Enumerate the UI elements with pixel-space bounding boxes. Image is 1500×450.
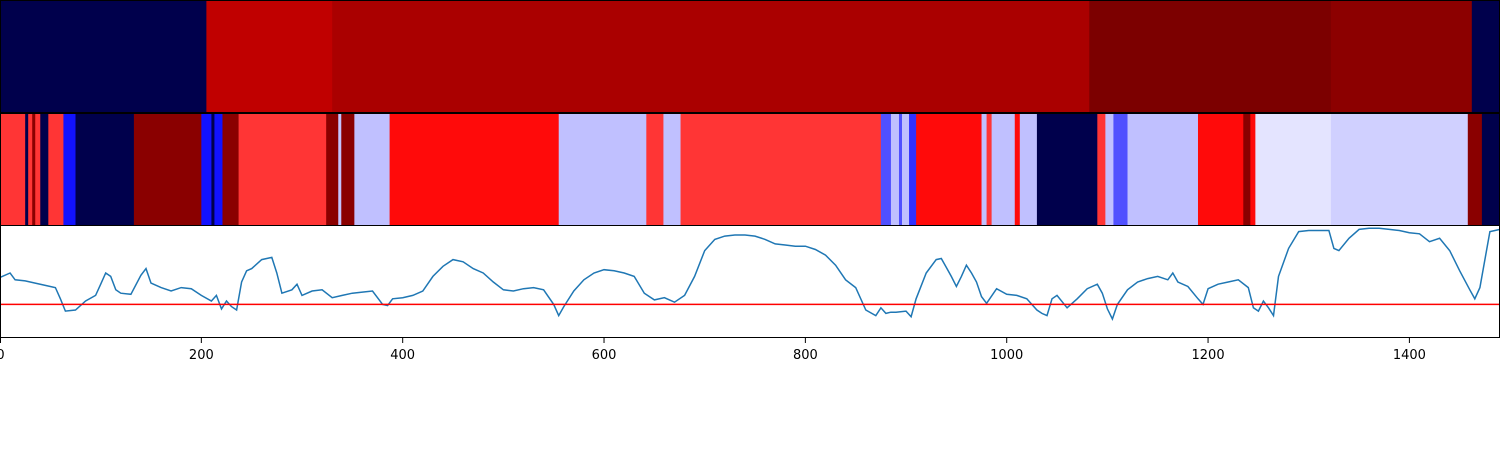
signal-line <box>0 227 1500 321</box>
segment-band-fine-segment-18 <box>354 114 390 225</box>
segment-band-fine-segment-28 <box>909 114 917 225</box>
line-panel <box>0 225 1500 338</box>
x-tick-label: 800 <box>793 348 818 363</box>
x-tick-label: 0 <box>0 348 5 363</box>
segment-band-fine-segment-36 <box>1097 114 1106 225</box>
segment-band-fine-segment-27 <box>902 114 910 225</box>
segment-band-fine-segment-15 <box>326 114 339 225</box>
x-tick-label: 200 <box>189 348 214 363</box>
segment-band-fine-segment-4 <box>35 114 41 225</box>
segment-band-fine-segment-43 <box>1255 114 1332 225</box>
segment-band-fine-segment-0 <box>0 114 26 225</box>
segment-band-fine-segment-30 <box>981 114 987 225</box>
segment-band-fine-segment-42 <box>1250 114 1256 225</box>
segment-band-fine-segment-20 <box>558 114 647 225</box>
segment-band-fine-segment-16 <box>338 114 342 225</box>
segment-band-fine-segment-13 <box>222 114 239 225</box>
segment-band-fine-segment-8 <box>75 114 135 225</box>
segment-band-fine-segment-37 <box>1105 114 1114 225</box>
segment-band-fine-segment-34 <box>1019 114 1038 225</box>
segment-band-fine-segment-44 <box>1330 114 1469 225</box>
segment-band-fine-segment-22 <box>663 114 681 225</box>
segment-band-fine-segment-45 <box>1467 114 1483 225</box>
segment-band-fine-segment-33 <box>1014 114 1021 225</box>
segment-band-fine-segment-12 <box>214 114 223 225</box>
segment-band-fine-segment-9 <box>133 114 202 225</box>
fine-segment-band <box>0 114 1500 225</box>
coarse-segment-band <box>0 1 1500 112</box>
segment-band-fine-segment-14 <box>238 114 327 225</box>
segment-band-fine-segment-7 <box>63 114 76 225</box>
segment-band-fine-segment-31 <box>986 114 993 225</box>
line-panel-frame <box>0 225 1500 338</box>
segment-band-coarse-segment-4 <box>1330 1 1473 112</box>
x-tick-label: 1200 <box>1192 348 1225 363</box>
x-tick-label: 1000 <box>990 348 1023 363</box>
segment-band-fine-segment-40 <box>1197 114 1244 225</box>
segment-band-fine-segment-29 <box>916 114 982 225</box>
segment-band-coarse-segment-1 <box>206 1 333 112</box>
segment-band-fine-segment-11 <box>211 114 215 225</box>
segment-band-fine-segment-46 <box>1481 114 1500 225</box>
segment-band-coarse-segment-5 <box>1471 1 1500 112</box>
segment-band-fine-segment-24 <box>880 114 892 225</box>
x-axis: 0 200 400 600 800 1000 1200 1400 <box>0 338 1426 363</box>
segment-band-fine-segment-35 <box>1036 114 1098 225</box>
x-tick-label: 400 <box>390 348 415 363</box>
segment-band-fine-segment-39 <box>1127 114 1199 225</box>
segment-band-fine-segment-17 <box>341 114 355 225</box>
segment-band-fine-segment-3 <box>32 114 36 225</box>
segment-band-coarse-segment-2 <box>332 1 1090 112</box>
segment-band-fine-segment-21 <box>646 114 664 225</box>
segment-band-fine-segment-25 <box>890 114 900 225</box>
segment-band-fine-segment-32 <box>991 114 1016 225</box>
segment-band-fine-segment-5 <box>40 114 49 225</box>
segment-band-fine-segment-38 <box>1113 114 1128 225</box>
segment-band-fine-segment-1 <box>25 114 29 225</box>
segment-band-fine-segment-26 <box>898 114 903 225</box>
segment-band-fine-segment-10 <box>201 114 212 225</box>
segment-band-fine-segment-41 <box>1243 114 1251 225</box>
segment-band-fine-segment-23 <box>680 114 882 225</box>
segment-band-fine-segment-2 <box>28 114 33 225</box>
segment-band-coarse-segment-0 <box>0 1 207 112</box>
x-tick-label: 600 <box>592 348 617 363</box>
x-tick-label: 1400 <box>1393 348 1426 363</box>
segment-band-fine-segment-19 <box>389 114 560 225</box>
segment-band-fine-segment-6 <box>48 114 64 225</box>
segment-band-coarse-segment-3 <box>1089 1 1332 112</box>
